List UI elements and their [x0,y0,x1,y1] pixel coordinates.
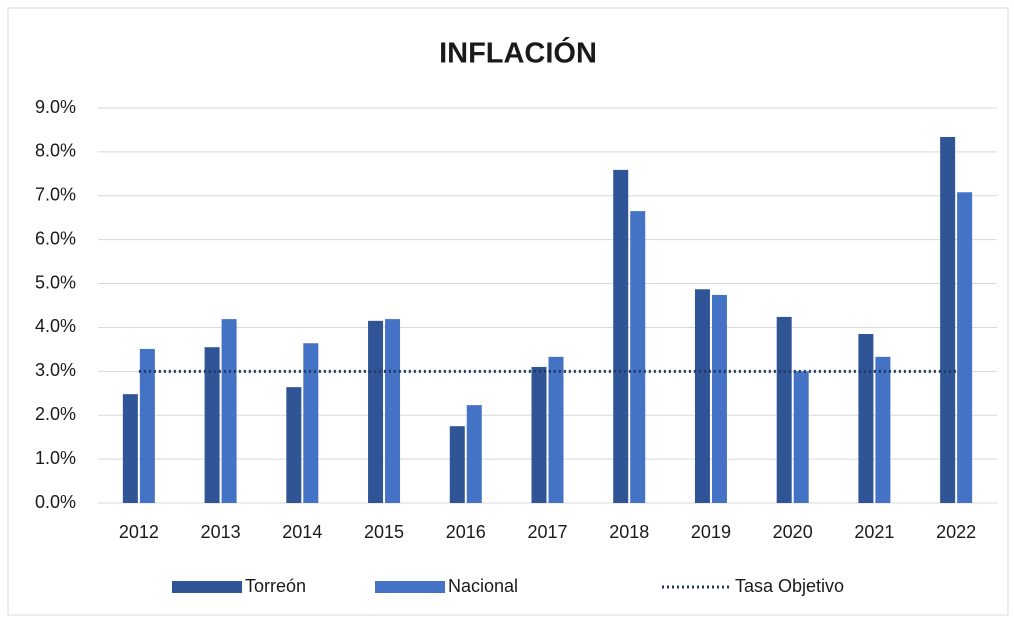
bar [858,334,874,503]
bar [303,343,319,503]
x-tick-label: 2013 [201,522,241,542]
bar [449,426,465,503]
bar [368,320,384,503]
legend-swatch [375,581,445,593]
bar [793,371,809,503]
y-tick-label: 6.0% [35,228,76,248]
chart-frame [7,7,1009,616]
bar [122,394,138,503]
x-tick-label: 2021 [854,522,894,542]
x-tick-label: 2012 [119,522,159,542]
bar [630,211,646,503]
bar [957,192,973,503]
x-tick-label: 2016 [446,522,486,542]
x-tick-label: 2020 [773,522,813,542]
bar [385,319,401,503]
y-tick-label: 3.0% [35,360,76,380]
y-tick-label: 2.0% [35,404,76,424]
bar [139,348,155,503]
bar [221,319,237,503]
bar [531,366,547,503]
bar [466,405,482,503]
bar [548,356,564,503]
legend-label: Tasa Objetivo [735,576,844,596]
x-tick-label: 2017 [527,522,567,542]
y-tick-label: 7.0% [35,185,76,205]
legend-label: Nacional [448,576,518,596]
x-tick-label: 2014 [282,522,322,542]
y-tick-label: 4.0% [35,316,76,336]
chart-title: INFLACIÓN [439,36,597,70]
legend-label: Torreón [245,576,306,596]
y-tick-label: 1.0% [35,448,76,468]
bar [204,347,220,503]
x-tick-label: 2015 [364,522,404,542]
y-tick-label: 0.0% [35,492,76,512]
x-tick-label: 2019 [691,522,731,542]
bar [613,169,629,503]
bar [875,356,891,503]
y-tick-label: 8.0% [35,141,76,161]
bar [286,387,302,503]
x-tick-label: 2018 [609,522,649,542]
bar [694,289,710,503]
x-tick-label: 2022 [936,522,976,542]
bar [940,136,956,503]
y-tick-label: 9.0% [35,97,76,117]
bar [776,316,792,503]
bar [711,294,727,503]
y-tick-label: 5.0% [35,272,76,292]
legend-swatch [172,581,242,593]
